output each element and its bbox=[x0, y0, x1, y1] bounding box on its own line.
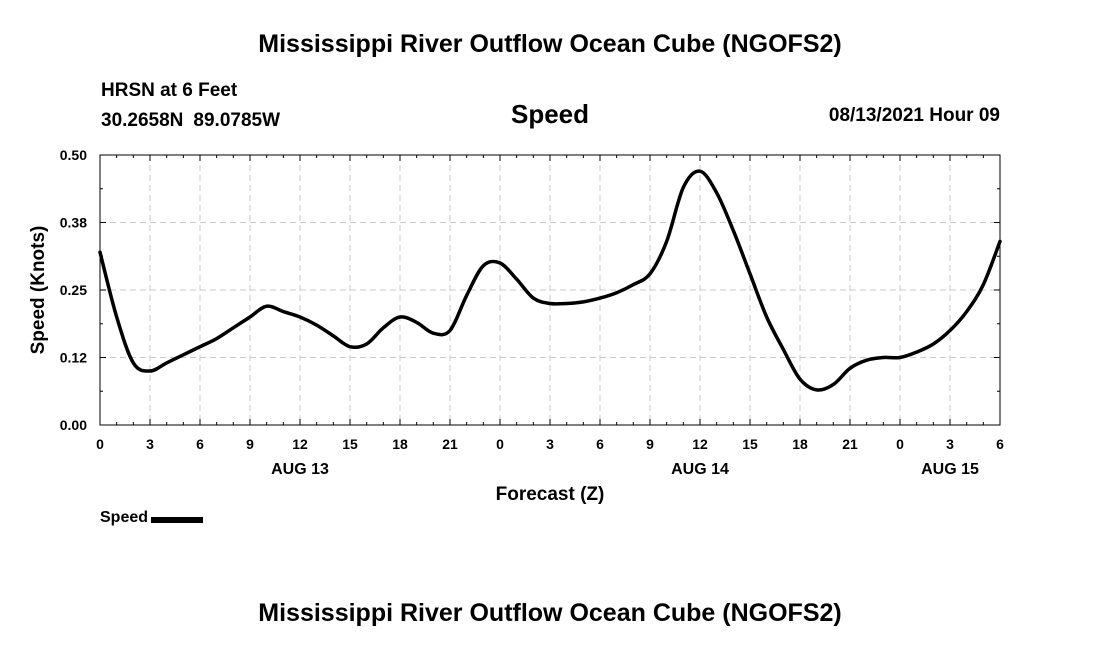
date-label: AUG 13 bbox=[271, 461, 329, 478]
station-name: HRSN at 6 Feet bbox=[101, 80, 238, 101]
y-tick-label: 0.50 bbox=[60, 147, 87, 163]
series-layer bbox=[98, 169, 1002, 392]
x-tick-label: 18 bbox=[392, 436, 408, 452]
y-axis-label: Speed (Knots) bbox=[28, 226, 49, 355]
grid-lines bbox=[100, 155, 1000, 425]
y-tick-label: 0.00 bbox=[60, 417, 87, 433]
station-latitude: 30.2658N bbox=[101, 110, 184, 131]
station-info: HRSN at 6 Feet 30.2658N 89.0785W bbox=[101, 76, 280, 136]
legend-line-swatch bbox=[151, 516, 204, 523]
x-tick-label: 15 bbox=[342, 436, 358, 452]
date-label: AUG 15 bbox=[921, 461, 979, 478]
x-tick-label: 21 bbox=[842, 436, 858, 452]
page-title: Mississippi River Outflow Ocean Cube (NG… bbox=[258, 30, 842, 58]
x-tick-label: 18 bbox=[792, 436, 808, 452]
legend: Speed bbox=[100, 509, 204, 527]
x-tick-label: 15 bbox=[742, 436, 758, 452]
x-tick-label: 6 bbox=[596, 436, 604, 452]
x-tick-label: 0 bbox=[496, 436, 504, 452]
x-axis-label: Forecast (Z) bbox=[496, 484, 605, 505]
variable-title: Speed bbox=[510, 99, 590, 129]
x-tick-label: 6 bbox=[996, 436, 1004, 452]
x-tick-label: 9 bbox=[246, 436, 254, 452]
speed-series-line bbox=[98, 169, 1002, 392]
plot-frame bbox=[99, 154, 1001, 426]
x-tick-label: 3 bbox=[546, 436, 554, 452]
legend-label: Speed bbox=[100, 509, 149, 526]
x-tick-label: 12 bbox=[292, 436, 308, 452]
y-tick-label: 0.12 bbox=[60, 350, 87, 366]
x-tick-label: 6 bbox=[196, 436, 204, 452]
x-tick-label: 21 bbox=[442, 436, 458, 452]
y-tick-label: 0.25 bbox=[60, 282, 87, 298]
date-label: AUG 14 bbox=[671, 461, 729, 478]
y-tick-label: 0.38 bbox=[60, 215, 87, 231]
x-tick-label: 0 bbox=[96, 436, 104, 452]
x-tick-label: 3 bbox=[146, 436, 154, 452]
x-tick-label: 9 bbox=[646, 436, 654, 452]
station-coordinates: 30.2658N 89.0785W bbox=[101, 106, 280, 136]
forecast-datetime: 08/13/2021 Hour 09 bbox=[828, 105, 1000, 126]
x-tick-label: 12 bbox=[692, 436, 708, 452]
x-tick-label: 3 bbox=[946, 436, 954, 452]
tick-labels: 0 3 6 9 12 15 18 21 0 3 6 9 12 15 18 21 0 3 6 0.00 0.12 0.25 0… bbox=[60, 147, 1004, 478]
x-tick-label: 0 bbox=[896, 436, 904, 452]
station-longitude: 89.0785W bbox=[193, 110, 281, 131]
footer-title: Mississippi River Outflow Ocean Cube (NG… bbox=[258, 599, 842, 627]
